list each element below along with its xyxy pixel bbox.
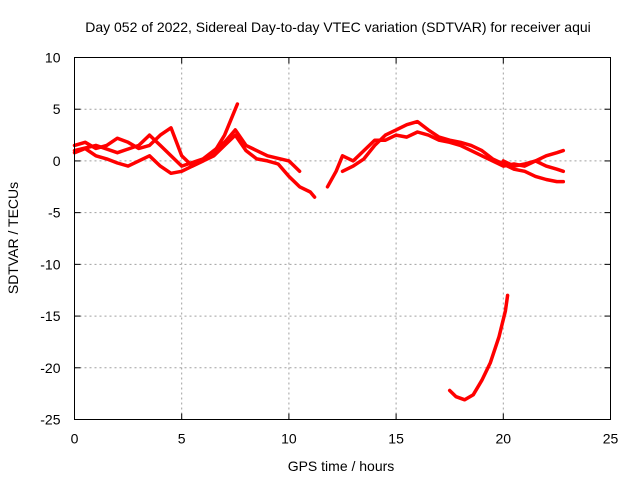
grid xyxy=(74,57,611,420)
plot-frame xyxy=(74,57,611,420)
y-tick-label: -10 xyxy=(40,256,60,272)
y-tick-label: 0 xyxy=(53,153,61,169)
series-trace-6 xyxy=(501,159,566,174)
y-tick-label: -25 xyxy=(40,412,60,428)
x-tick-label: 10 xyxy=(281,431,297,447)
x-tick-label: 0 xyxy=(71,431,79,447)
series-trace-3 xyxy=(72,128,302,174)
x-tick-label: 25 xyxy=(603,431,619,447)
y-tick-label: -15 xyxy=(40,308,60,324)
y-tick-label: -20 xyxy=(40,360,60,376)
x-axis-label: GPS time / hours xyxy=(288,458,395,474)
x-tick-label: 15 xyxy=(388,431,404,447)
y-axis-label: SDTVAR / TECUs xyxy=(5,182,21,294)
series-trace-7 xyxy=(447,293,510,402)
x-tick-label: 20 xyxy=(496,431,512,447)
ticks: 0 5 10 15 20 25 -25 -20 -15 -10 -5 0 5 10 xyxy=(40,50,618,447)
series-group xyxy=(72,102,566,402)
y-tick-label: 5 xyxy=(53,101,61,117)
x-tick-label: 5 xyxy=(178,431,186,447)
series-trace-5 xyxy=(340,119,566,184)
chart-title: Day 052 of 2022, Sidereal Day-to-day VTE… xyxy=(85,19,591,35)
y-tick-label: -5 xyxy=(48,205,61,221)
y-tick-label: 10 xyxy=(45,50,61,66)
